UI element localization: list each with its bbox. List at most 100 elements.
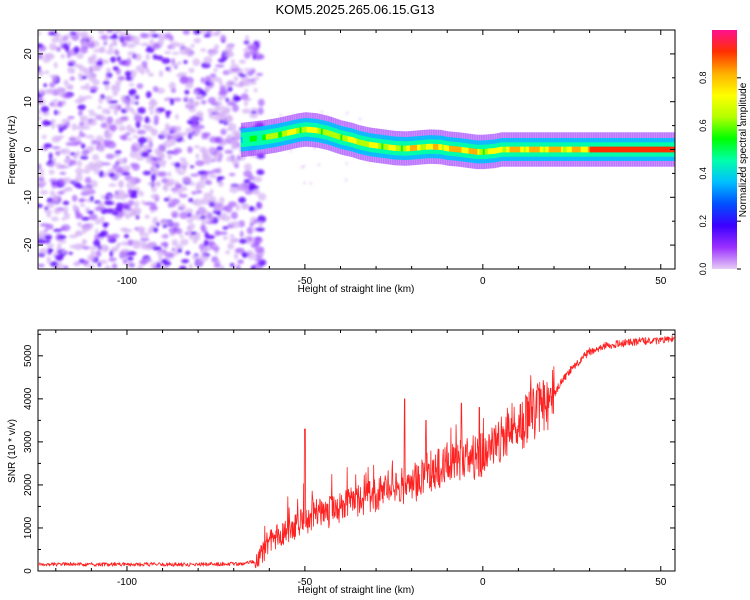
ridge-core-cell bbox=[427, 143, 430, 150]
noise-blob bbox=[134, 240, 143, 247]
noise-blob bbox=[213, 100, 223, 107]
ridge-core-cell bbox=[400, 145, 404, 152]
noise-blob bbox=[94, 206, 104, 212]
ridge-core-cell bbox=[372, 142, 375, 149]
noise-blob bbox=[105, 208, 115, 214]
ridge-core-cell bbox=[537, 146, 541, 153]
noise-blob bbox=[101, 35, 108, 40]
noise-blob bbox=[81, 259, 90, 265]
noise-blob bbox=[88, 213, 98, 221]
noise-blob bbox=[38, 70, 44, 76]
noise-blob bbox=[103, 41, 108, 46]
noise-blob bbox=[89, 195, 94, 202]
noise-blob bbox=[105, 153, 115, 160]
noise-blob bbox=[236, 184, 246, 191]
noise-blob bbox=[177, 171, 185, 176]
ridge-core-cell bbox=[324, 129, 327, 136]
noise-blob bbox=[257, 193, 267, 201]
ridge-core-cell bbox=[388, 144, 391, 151]
noise-blob bbox=[62, 177, 72, 184]
ridge-core-cell bbox=[358, 139, 361, 146]
noise-blob bbox=[225, 97, 230, 103]
ridge-core-cell bbox=[399, 145, 402, 152]
noise-blob bbox=[177, 72, 188, 76]
noise-blob bbox=[147, 148, 152, 153]
noise-blob bbox=[84, 165, 93, 169]
noise-blob bbox=[129, 127, 136, 134]
noise-blob bbox=[161, 57, 171, 64]
ridge-core-cell bbox=[374, 142, 377, 149]
noise-blob bbox=[95, 250, 102, 258]
noise-blob bbox=[108, 43, 113, 51]
noise-blob bbox=[160, 129, 169, 137]
ridge-core-cell bbox=[301, 127, 304, 133]
noise-blob bbox=[228, 201, 237, 208]
noise-blob bbox=[164, 252, 174, 258]
noise-blob bbox=[92, 154, 100, 161]
ridge-core-cell bbox=[258, 135, 261, 141]
ridge-core-cell bbox=[545, 146, 548, 153]
ridge-core-cell bbox=[653, 146, 656, 153]
ridge-core-cell bbox=[539, 146, 542, 153]
noise-speck bbox=[358, 117, 362, 121]
ridge-core-cell bbox=[520, 146, 523, 153]
noise-blob bbox=[207, 147, 215, 154]
noise-blob bbox=[132, 245, 141, 249]
noise-blob bbox=[220, 128, 227, 135]
noise-blob bbox=[133, 41, 141, 46]
noise-blob bbox=[87, 210, 94, 215]
noise-blob bbox=[68, 234, 78, 239]
noise-blob bbox=[151, 173, 156, 182]
noise-blob bbox=[226, 114, 234, 123]
noise-blob bbox=[243, 68, 252, 72]
noise-blob bbox=[158, 255, 163, 260]
noise-blob bbox=[74, 141, 83, 145]
ridge-core-cell bbox=[397, 145, 400, 152]
noise-blob bbox=[184, 89, 190, 95]
ridge-core-cell bbox=[249, 136, 252, 142]
noise-blob bbox=[238, 59, 247, 64]
noise-blob bbox=[48, 169, 55, 175]
noise-blob bbox=[121, 36, 130, 41]
noise-blob bbox=[257, 107, 264, 115]
ridge-core-cell bbox=[610, 146, 614, 153]
ridge-core-cell bbox=[320, 128, 324, 135]
noise-blob bbox=[209, 173, 217, 179]
noise-blob bbox=[49, 82, 56, 88]
noise-blob bbox=[167, 171, 172, 177]
ridge-core-cell bbox=[564, 146, 567, 153]
noise-blob bbox=[145, 91, 152, 99]
noise-blob bbox=[160, 234, 166, 239]
noise-blob bbox=[145, 47, 155, 53]
noise-blob bbox=[149, 30, 157, 34]
noise-blob bbox=[126, 204, 131, 211]
noise-blob bbox=[235, 203, 241, 211]
ridge-core-cell bbox=[660, 146, 663, 153]
noise-blob bbox=[131, 163, 140, 171]
noise-blob bbox=[113, 109, 119, 116]
ridge-core-cell bbox=[632, 146, 635, 153]
ridge-core-cell bbox=[600, 146, 603, 153]
noise-blob bbox=[128, 89, 134, 96]
noise-blob bbox=[205, 213, 215, 222]
noise-blob bbox=[177, 248, 183, 253]
ridge-core-cell bbox=[340, 134, 343, 141]
noise-blob bbox=[127, 188, 133, 195]
noise-blob bbox=[81, 115, 88, 122]
y-tick-label: -20 bbox=[23, 237, 34, 252]
noise-blob bbox=[177, 189, 183, 195]
noise-blob bbox=[185, 250, 191, 256]
noise-blob bbox=[212, 244, 218, 248]
ridge-core-cell bbox=[274, 132, 277, 139]
ridge-core-cell bbox=[415, 144, 418, 151]
x-tick-label: 0 bbox=[480, 276, 486, 287]
ridge-core-cell bbox=[283, 130, 286, 137]
ridge-core-cell bbox=[436, 144, 439, 150]
ridge-core-cell bbox=[491, 148, 494, 154]
noise-blob bbox=[188, 67, 195, 73]
ridge-core-cell bbox=[434, 144, 437, 150]
noise-blob bbox=[114, 150, 122, 155]
noise-blob bbox=[117, 76, 126, 81]
noise-blob bbox=[39, 88, 46, 96]
noise-blob bbox=[39, 230, 45, 235]
